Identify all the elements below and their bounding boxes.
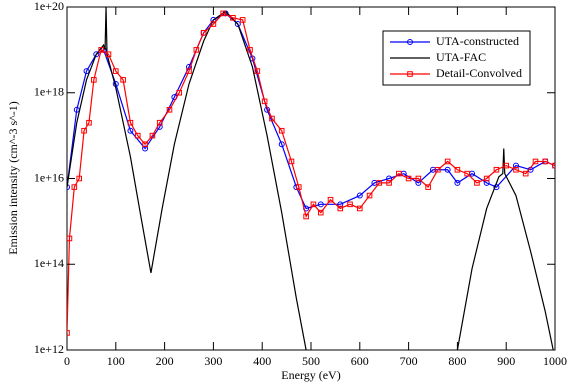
point-marker bbox=[83, 68, 90, 75]
point-marker bbox=[71, 184, 78, 190]
point-marker bbox=[532, 158, 539, 165]
point-marker bbox=[454, 166, 461, 173]
point-marker bbox=[356, 192, 363, 199]
legend-label: Detail-Convolved bbox=[436, 66, 522, 80]
point-marker bbox=[98, 47, 104, 53]
point-marker bbox=[166, 107, 173, 113]
legend-marker bbox=[407, 71, 413, 77]
point-marker bbox=[176, 89, 183, 96]
point-marker bbox=[105, 51, 112, 58]
point-marker bbox=[278, 141, 285, 148]
point-marker bbox=[317, 201, 324, 208]
point-marker bbox=[127, 119, 134, 126]
x-tick-label: 700 bbox=[400, 354, 418, 368]
x-tick-label: 100 bbox=[107, 354, 125, 368]
x-tick-label: 600 bbox=[351, 354, 369, 368]
point-marker bbox=[512, 162, 519, 169]
point-marker bbox=[193, 47, 200, 53]
point-marker bbox=[149, 132, 156, 139]
point-marker bbox=[67, 330, 70, 336]
point-marker bbox=[347, 201, 353, 208]
y-tick-label: 1e+16 bbox=[34, 170, 64, 184]
point-marker bbox=[234, 21, 241, 28]
point-marker bbox=[454, 179, 461, 186]
x-tick-label: 900 bbox=[497, 354, 515, 368]
point-marker bbox=[91, 77, 97, 83]
point-marker bbox=[552, 162, 555, 169]
point-marker bbox=[127, 127, 134, 134]
point-marker bbox=[113, 68, 119, 74]
y-tick-label: 1e+12 bbox=[34, 342, 64, 356]
x-tick-label: 1000 bbox=[543, 354, 567, 368]
x-axis-label: Energy (eV) bbox=[281, 368, 340, 382]
x-tick-label: 300 bbox=[204, 354, 222, 368]
x-tick-label: 500 bbox=[302, 354, 320, 368]
point-marker bbox=[474, 180, 480, 186]
point-marker bbox=[210, 16, 217, 23]
point-marker bbox=[93, 51, 100, 58]
point-marker bbox=[513, 166, 519, 173]
point-marker bbox=[296, 184, 302, 190]
point-marker bbox=[269, 115, 275, 122]
x-tick-label: 200 bbox=[156, 354, 174, 368]
x-tick-label: 0 bbox=[64, 354, 70, 368]
plot-area bbox=[67, 7, 555, 350]
point-marker bbox=[317, 209, 324, 216]
y-tick-label: 1e+18 bbox=[34, 85, 64, 99]
point-marker bbox=[337, 205, 344, 212]
legend-marker bbox=[407, 39, 413, 45]
point-marker bbox=[288, 158, 295, 165]
point-marker bbox=[120, 77, 126, 83]
point-marker bbox=[278, 127, 285, 134]
point-marker bbox=[303, 213, 309, 220]
point-marker bbox=[327, 196, 334, 203]
point-marker bbox=[310, 201, 317, 208]
point-marker bbox=[542, 158, 549, 165]
point-marker bbox=[493, 166, 500, 173]
point-marker bbox=[405, 175, 412, 182]
point-marker bbox=[186, 68, 192, 74]
point-marker bbox=[67, 184, 70, 191]
y-tick-label: 1e+20 bbox=[34, 0, 64, 13]
point-marker bbox=[444, 158, 451, 165]
series-line bbox=[67, 12, 555, 333]
point-marker bbox=[396, 170, 402, 177]
point-marker bbox=[503, 162, 509, 169]
point-marker bbox=[67, 235, 73, 242]
legend-label: UTA-FAC bbox=[436, 50, 486, 64]
point-marker bbox=[156, 119, 163, 126]
series-line bbox=[67, 7, 554, 350]
point-marker bbox=[337, 201, 344, 208]
point-marker bbox=[210, 21, 217, 27]
point-marker bbox=[220, 10, 226, 17]
point-marker bbox=[254, 68, 261, 74]
point-marker bbox=[230, 14, 236, 21]
x-tick-label: 800 bbox=[448, 354, 466, 368]
point-marker bbox=[81, 127, 87, 134]
point-marker bbox=[357, 205, 363, 212]
y-axis-label: Emission intensity (cm^-3 s^-1) bbox=[6, 101, 20, 255]
point-marker bbox=[261, 98, 268, 105]
point-marker bbox=[86, 119, 92, 126]
point-marker bbox=[200, 30, 207, 36]
point-marker bbox=[386, 180, 392, 186]
point-marker bbox=[247, 47, 253, 53]
point-marker bbox=[76, 175, 83, 182]
legend-label: UTA-constructed bbox=[436, 34, 519, 48]
point-marker bbox=[239, 17, 246, 23]
point-marker bbox=[425, 184, 431, 190]
y-tick-label: 1e+14 bbox=[34, 256, 64, 270]
point-marker bbox=[366, 192, 373, 199]
point-marker bbox=[483, 175, 490, 182]
point-marker bbox=[142, 141, 148, 148]
point-marker bbox=[444, 166, 451, 173]
point-marker bbox=[415, 175, 422, 182]
point-marker bbox=[522, 170, 529, 177]
point-marker bbox=[464, 170, 470, 177]
x-tick-label: 400 bbox=[253, 354, 271, 368]
point-marker bbox=[376, 180, 383, 186]
point-marker bbox=[435, 166, 441, 173]
point-marker bbox=[134, 132, 141, 139]
